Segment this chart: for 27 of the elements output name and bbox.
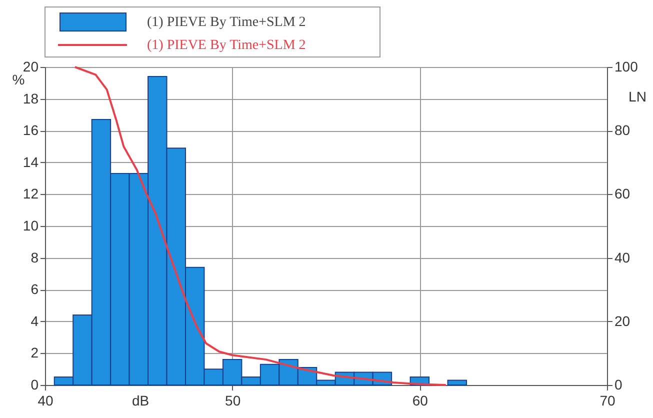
x-tick-label: 60 xyxy=(412,392,428,408)
x-tick-label: 40 xyxy=(38,392,54,408)
y2-tick-label: 60 xyxy=(614,186,630,202)
y2-tick-label: 0 xyxy=(614,376,622,392)
y-tick-label: 20 xyxy=(22,58,39,74)
y-tick-label: 4 xyxy=(30,312,39,329)
y-tick-label: 14 xyxy=(22,154,39,170)
y-tick-label: 10 xyxy=(22,218,39,234)
y2-axis-title: LN xyxy=(628,88,646,104)
x-tick-label: 50 xyxy=(225,392,241,408)
x-tick-label: 70 xyxy=(600,392,616,408)
y-tick-label: 18 xyxy=(22,90,39,106)
x-axis-title: dB xyxy=(132,392,150,408)
y-tick-label: 16 xyxy=(22,122,39,138)
y-tick-label: 6 xyxy=(30,281,39,298)
y-tick-label: 0 xyxy=(30,376,39,392)
legend-label: (1) PIEVE By Time+SLM 2 xyxy=(147,15,306,30)
y2-tick-label: 80 xyxy=(614,122,630,138)
line-series xyxy=(74,66,447,386)
y-tick-label: 12 xyxy=(22,186,39,202)
y2-tick-label: 40 xyxy=(614,249,630,266)
y-tick-label: 8 xyxy=(30,249,39,266)
y2-tick-label: 20 xyxy=(614,312,630,329)
y-tick-label: 2 xyxy=(30,344,39,361)
y-axis-title: % xyxy=(12,72,25,88)
y2-tick-label: 100 xyxy=(614,58,638,74)
legend-label: (1) PIEVE By Time+SLM 2 xyxy=(147,38,306,53)
